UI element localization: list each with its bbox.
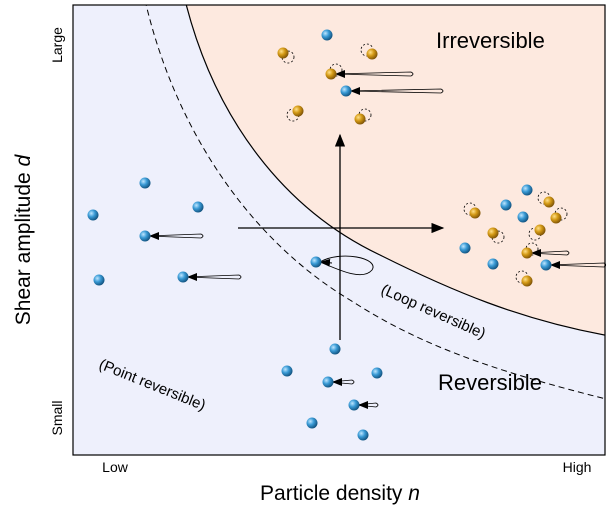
orange-particle [521,247,533,259]
blue-particle [93,274,105,286]
dashed-boundary [145,5,605,400]
blue-particle [500,199,512,211]
orange-particle [277,47,289,59]
orange-particle [534,224,546,236]
orange-particle [521,275,533,287]
y-axis-label: Shear amplitude [12,172,35,325]
blue-particle [521,184,533,196]
trajectory [146,233,204,239]
x-axis-label: Particle density [260,482,403,505]
blue-particle [487,258,499,270]
loop-trajectory [319,255,374,276]
y-axis-title: Shear amplitude d [12,153,35,325]
orange-particle [325,68,337,80]
axis-end-label: Low [102,459,129,475]
orange-particle [354,113,366,125]
blue-particle [348,399,360,411]
orange-particle [487,227,499,239]
particles [87,29,606,441]
blue-particle [87,209,99,221]
blue-particle [459,242,471,254]
trajectory [547,262,606,268]
orange-particle [543,196,555,208]
blue-particle [321,29,333,41]
trajectory-arrow [320,258,333,267]
axis-end-label: Small [49,400,65,435]
blue-particle [322,376,334,388]
orange-particle [469,207,481,219]
trajectory [347,88,444,94]
ghost-position [281,50,295,64]
irreversible-region [186,5,605,336]
frame [72,4,606,456]
trajectory [184,274,242,280]
blue-particle [192,201,204,213]
trajectory [332,71,414,77]
blue-particle [540,259,552,271]
region-label: Reversible [438,370,542,395]
blue-particle [517,211,529,223]
axis-end-label: Large [49,27,65,63]
y-axis-symbol: d [12,153,35,166]
blue-particle [357,429,369,441]
ghost-position [491,230,505,244]
trajectory [329,379,355,385]
x-axis-symbol: n [408,482,420,505]
boundary [185,5,605,336]
orange-particle [292,105,304,117]
region-label: Irreversible [436,28,545,53]
blue-particle [139,177,151,189]
blue-particle [371,367,383,379]
orange-particle [550,212,562,224]
blue-particle [310,256,322,268]
trajectory [355,402,379,408]
blue-particle [306,417,318,429]
blue-particle [177,271,189,283]
blue-particle [139,230,151,242]
x-axis-title: Particle density n [260,482,420,505]
orange-particle [366,48,378,60]
blue-particle [340,85,352,97]
trajectory [528,250,570,256]
blue-particle [281,365,293,377]
axis-end-label: High [563,459,592,475]
blue-particle [329,343,341,355]
